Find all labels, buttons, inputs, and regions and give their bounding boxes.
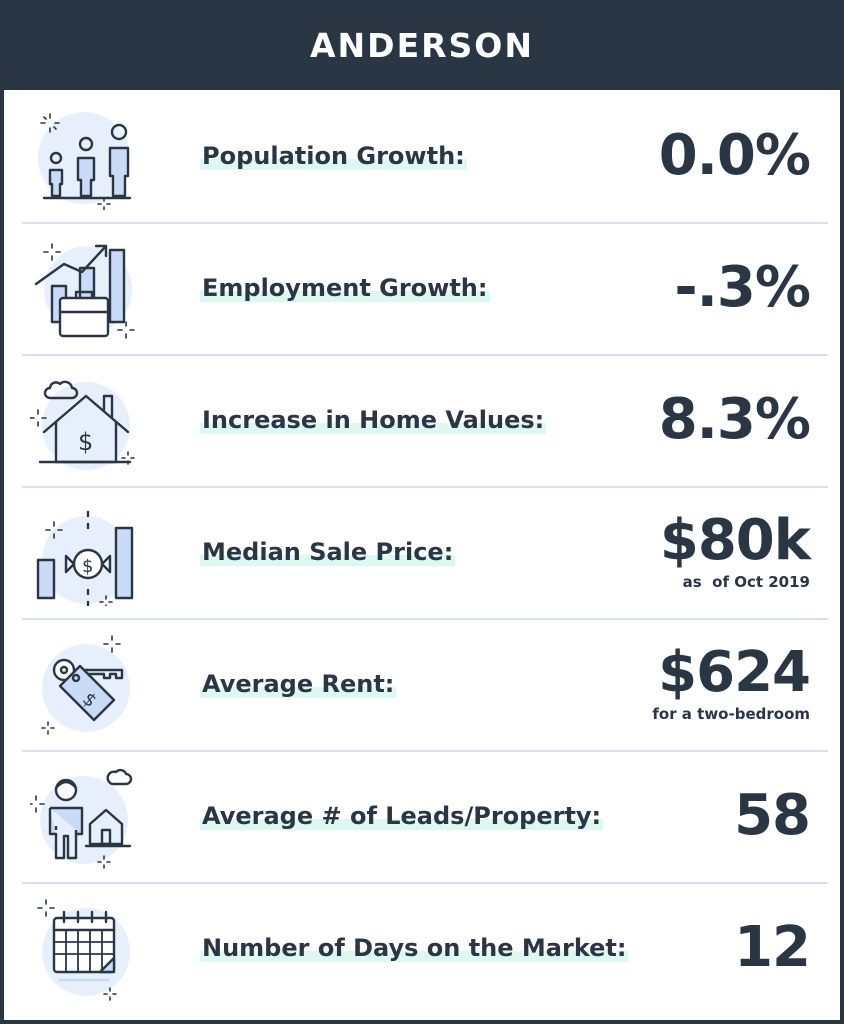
stat-label: Number of Days on the Market: (200, 934, 629, 962)
population-icon (38, 112, 132, 210)
stat-value-number: 0.0% (658, 123, 811, 188)
stats-panel: Population Growth: 0.0% Employment Growt… (4, 90, 840, 1020)
stat-value-note: as of Oct 2019 (682, 573, 810, 591)
employment-icon (34, 243, 135, 339)
stat-row-employment: Employment Growth: -.3% (22, 222, 828, 356)
stat-label: Employment Growth: (200, 274, 490, 302)
stat-label: Average # of Leads/Property: (200, 802, 604, 830)
stat-row-population: Population Growth: 0.0% (22, 90, 828, 224)
leads-icon (30, 768, 133, 869)
stat-value-note: for a two-bedroom (652, 705, 810, 723)
calendar-icon (37, 899, 130, 1001)
stat-value-number: $624 (658, 640, 811, 705)
svg-text:$: $ (78, 428, 93, 456)
page-title: ANDERSON (310, 25, 534, 65)
stat-value: $624 for a two-bedroom (652, 640, 811, 724)
stat-row-median-sale: $ Median Sale Price: $80k as of Oct 2019 (22, 486, 828, 620)
stat-value: -.3% (674, 255, 811, 320)
stat-value-number: 12 (734, 915, 811, 980)
stat-value: 58 (734, 783, 811, 848)
stat-row-average-rent: $ Average Rent: $624 for a two-bedroom (22, 618, 828, 752)
stat-label: Average Rent: (200, 670, 397, 698)
stat-label: Population Growth: (200, 142, 467, 170)
stat-value-number: $80k (659, 508, 811, 573)
stat-value: 12 (734, 915, 811, 980)
svg-text:$: $ (82, 556, 93, 577)
stat-value-number: 58 (734, 783, 811, 848)
stat-value: 0.0% (658, 123, 811, 188)
stat-value: 8.3% (658, 387, 811, 452)
stat-value-number: -.3% (674, 255, 811, 320)
rent-key-icon: $ (41, 635, 130, 735)
header-bar: ANDERSON (0, 0, 844, 90)
stat-label: Median Sale Price: (200, 538, 456, 566)
stat-row-days-on-market: Number of Days on the Market: 12 (22, 882, 828, 1014)
stat-value: $80k as of Oct 2019 (659, 508, 811, 592)
stat-value-number: 8.3% (658, 387, 811, 452)
stat-row-leads: Average # of Leads/Property: 58 (22, 750, 828, 884)
stat-label: Increase in Home Values: (200, 406, 547, 434)
stat-row-home-values: $ Increase in Home Values: 8.3% (22, 354, 828, 488)
sale-price-icon: $ (36, 510, 134, 606)
home-value-icon: $ (30, 380, 135, 470)
